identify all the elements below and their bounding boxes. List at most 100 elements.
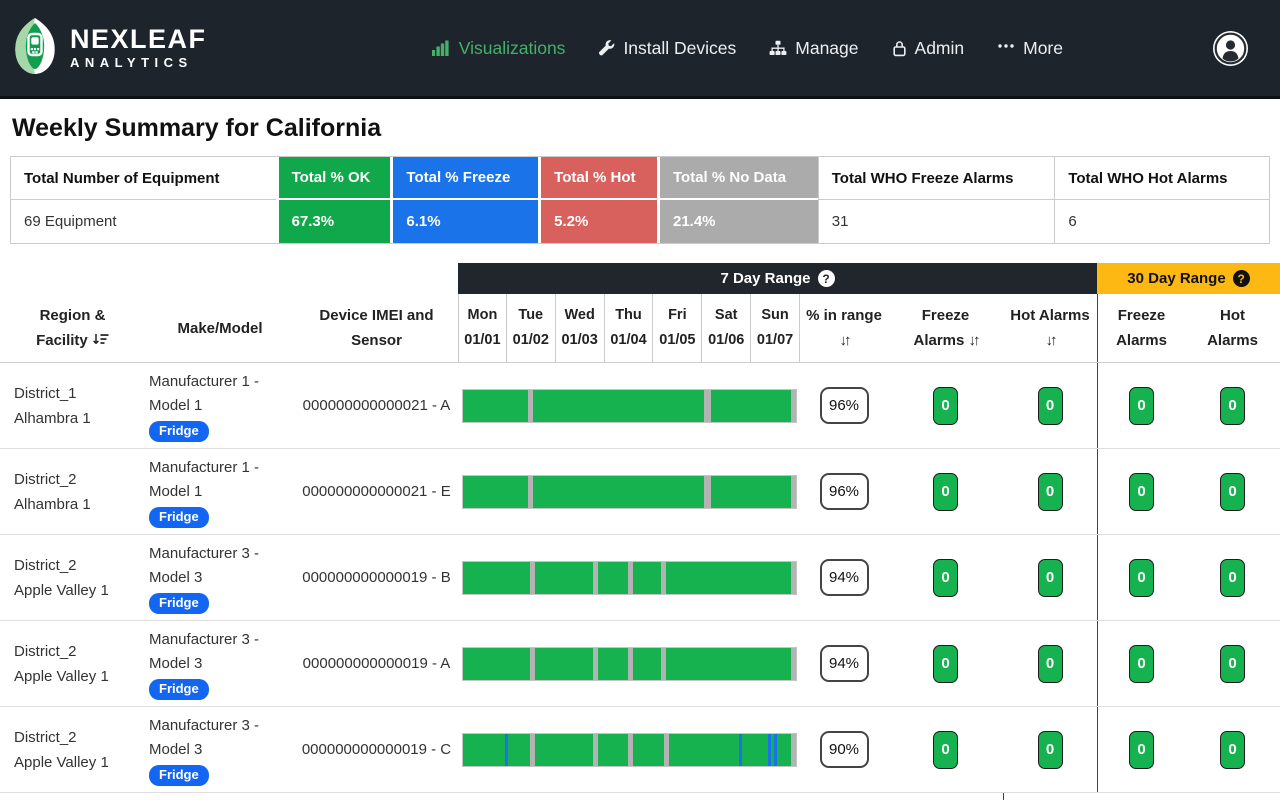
freeze-alarms-7d-badge[interactable]: 0 bbox=[933, 730, 958, 769]
region-facility-cell: District_1 Alhambra 1 bbox=[0, 363, 145, 448]
bar-segment-ok bbox=[534, 561, 593, 594]
bar-segment-ok bbox=[463, 733, 506, 766]
percent-in-range-value: 90% bbox=[819, 731, 869, 768]
sitemap-icon bbox=[769, 40, 787, 56]
hot-alarms-7d-badge[interactable]: 0 bbox=[1037, 644, 1063, 683]
sort-amount-icon[interactable] bbox=[92, 332, 109, 349]
hot-alarms-30d-badge[interactable]: 0 bbox=[1220, 386, 1245, 425]
bar-segment-ok bbox=[741, 733, 768, 766]
day-header: Tue 01/02 bbox=[507, 294, 556, 362]
make-label: Manufacturer 3 - bbox=[149, 716, 260, 734]
freeze-alarms-30d-cell: 0 bbox=[1097, 363, 1185, 448]
bar-segment-gap bbox=[592, 561, 598, 594]
column-header-freeze-alarms-30d: Freeze Alarms bbox=[1097, 294, 1185, 362]
column-header-freeze-alarms-7d[interactable]: Freeze Alarms ↓↑ bbox=[913, 307, 981, 349]
nav-item-install-devices[interactable]: Install Devices bbox=[598, 38, 736, 59]
bar-segment-ok bbox=[463, 389, 528, 422]
leaf-phone-logo-icon bbox=[12, 16, 58, 81]
equipment-type-badge: Fridge bbox=[149, 592, 209, 614]
day-header: Thu 01/04 bbox=[605, 294, 654, 362]
freeze-alarms-30d-badge[interactable]: 0 bbox=[1129, 386, 1154, 425]
bar-segment-gap bbox=[627, 647, 633, 680]
freeze-alarms-7d-badge[interactable]: 0 bbox=[933, 472, 958, 511]
help-icon[interactable]: ? bbox=[1232, 270, 1250, 287]
bar-segment-gap bbox=[661, 647, 667, 680]
freeze-alarms-7d-badge[interactable]: 0 bbox=[933, 386, 958, 425]
region-facility-cell: District_2 Apple Valley 1 bbox=[0, 707, 145, 792]
freeze-alarms-7d-badge[interactable]: 0 bbox=[933, 558, 958, 597]
freeze-alarms-30d-badge[interactable]: 0 bbox=[1129, 472, 1154, 511]
device-imei-label: 000000000000021 - A bbox=[302, 397, 451, 414]
column-header-region-facility[interactable]: Region & Facility bbox=[0, 294, 145, 362]
model-label: Model 3 bbox=[149, 740, 203, 758]
table-header-row: Region & Facility Make/Model Device IMEI… bbox=[0, 294, 1280, 363]
hot-alarms-7d-badge[interactable]: 0 bbox=[1037, 386, 1063, 425]
nav-item-manage[interactable]: Manage bbox=[769, 38, 859, 59]
hot-alarms-30d-badge[interactable]: 0 bbox=[1220, 730, 1245, 769]
bar-segment-gap bbox=[529, 647, 535, 680]
lock-icon bbox=[892, 40, 907, 57]
hot-alarms-7d-badge[interactable]: 0 bbox=[1037, 558, 1063, 597]
bar-segment-ok bbox=[463, 561, 530, 594]
bar-segment-gap bbox=[790, 475, 796, 508]
bar-chart-icon bbox=[431, 40, 451, 56]
freeze-alarms-7d-cell bbox=[800, 793, 888, 800]
region-label: District_2 bbox=[14, 728, 77, 746]
bar-segment-gap bbox=[529, 561, 535, 594]
temperature-range-bar bbox=[462, 732, 797, 767]
device-imei-label: 000000000000019 - A bbox=[302, 655, 451, 672]
hot-alarms-7d-badge[interactable]: 0 bbox=[1037, 730, 1063, 769]
freeze-alarms-30d-cell: 0 bbox=[1097, 707, 1185, 792]
summary-value: 69 Equipment bbox=[24, 213, 117, 230]
hot-alarms-7d-cell: 0 bbox=[1003, 535, 1097, 620]
equipment-type-badge: Fridge bbox=[149, 764, 209, 786]
temperature-range-bar bbox=[462, 388, 797, 423]
sort-updown-icon[interactable]: ↓↑ bbox=[1045, 332, 1058, 349]
model-label: Model 3 bbox=[149, 654, 203, 672]
bar-segment-ok bbox=[534, 647, 593, 680]
nexleaf-logo: NEXLEAF ANALYTICS bbox=[0, 16, 207, 81]
range-banner-row: 7 Day Range ? 30 Day Range ? bbox=[0, 263, 1280, 294]
bar-segment-ok bbox=[532, 475, 705, 508]
summary-header: Total % Hot bbox=[538, 157, 657, 200]
make-label: Manufacturer 1 - bbox=[149, 372, 260, 390]
nav-item-visualizations[interactable]: Visualizations bbox=[431, 38, 565, 59]
day-header: Wed 01/03 bbox=[556, 294, 605, 362]
main-nav: Visualizations Install Devices Manage Ad… bbox=[431, 38, 1063, 59]
hot-alarms-7d-cell: 0 bbox=[1003, 707, 1097, 792]
hot-alarms-30d-badge[interactable]: 0 bbox=[1220, 644, 1245, 683]
make-model-cell: Manufacturer 1 - bbox=[145, 793, 295, 800]
nav-item-more[interactable]: More bbox=[997, 38, 1063, 59]
make-model-cell: Manufacturer 1 - Model 1 Fridge bbox=[145, 363, 295, 448]
hot-alarms-7d-badge[interactable]: 0 bbox=[1037, 472, 1063, 511]
hot-alarms-30d-badge[interactable]: 0 bbox=[1220, 472, 1245, 511]
table-row: District_2 Alhambra 1 Manufacturer 1 - M… bbox=[0, 449, 1280, 535]
summary-value: 67.3% bbox=[275, 200, 391, 243]
bar-segment-ok bbox=[532, 389, 705, 422]
ellipsis-icon bbox=[997, 40, 1015, 56]
hot-alarms-7d-cell: 0 bbox=[1003, 449, 1097, 534]
temperature-range-bar bbox=[462, 560, 797, 595]
freeze-alarms-7d-badge[interactable]: 0 bbox=[933, 644, 958, 683]
help-icon[interactable]: ? bbox=[817, 270, 835, 287]
summary-value: 21.4% bbox=[656, 200, 818, 243]
bar-segment-gap bbox=[529, 733, 535, 766]
summary-header: Total Number of Equipment bbox=[11, 157, 276, 200]
user-avatar[interactable] bbox=[1213, 30, 1248, 66]
region-label: District_2 bbox=[14, 556, 77, 574]
column-header-pct-in-range[interactable]: % in range ↓↑ bbox=[800, 294, 888, 362]
bar-segment-gap bbox=[593, 733, 599, 766]
sort-updown-icon[interactable]: ↓↑ bbox=[839, 332, 852, 349]
hot-alarms-30d-badge[interactable]: 0 bbox=[1220, 558, 1245, 597]
freeze-alarms-30d-badge[interactable]: 0 bbox=[1129, 730, 1154, 769]
pct-in-range-cell: 94% bbox=[800, 621, 888, 706]
nav-item-admin[interactable]: Admin bbox=[892, 38, 964, 59]
column-header-hot-alarms-7d[interactable]: Hot Alarms ↓↑ bbox=[1003, 294, 1097, 362]
model-label: Model 1 bbox=[149, 396, 203, 414]
bar-segment-ok bbox=[777, 733, 791, 766]
temperature-range-bar bbox=[462, 474, 797, 509]
freeze-alarms-30d-badge[interactable]: 0 bbox=[1129, 558, 1154, 597]
freeze-alarms-30d-badge[interactable]: 0 bbox=[1129, 644, 1154, 683]
sort-updown-icon[interactable]: ↓↑ bbox=[968, 332, 981, 349]
pct-in-range-cell bbox=[458, 793, 800, 800]
